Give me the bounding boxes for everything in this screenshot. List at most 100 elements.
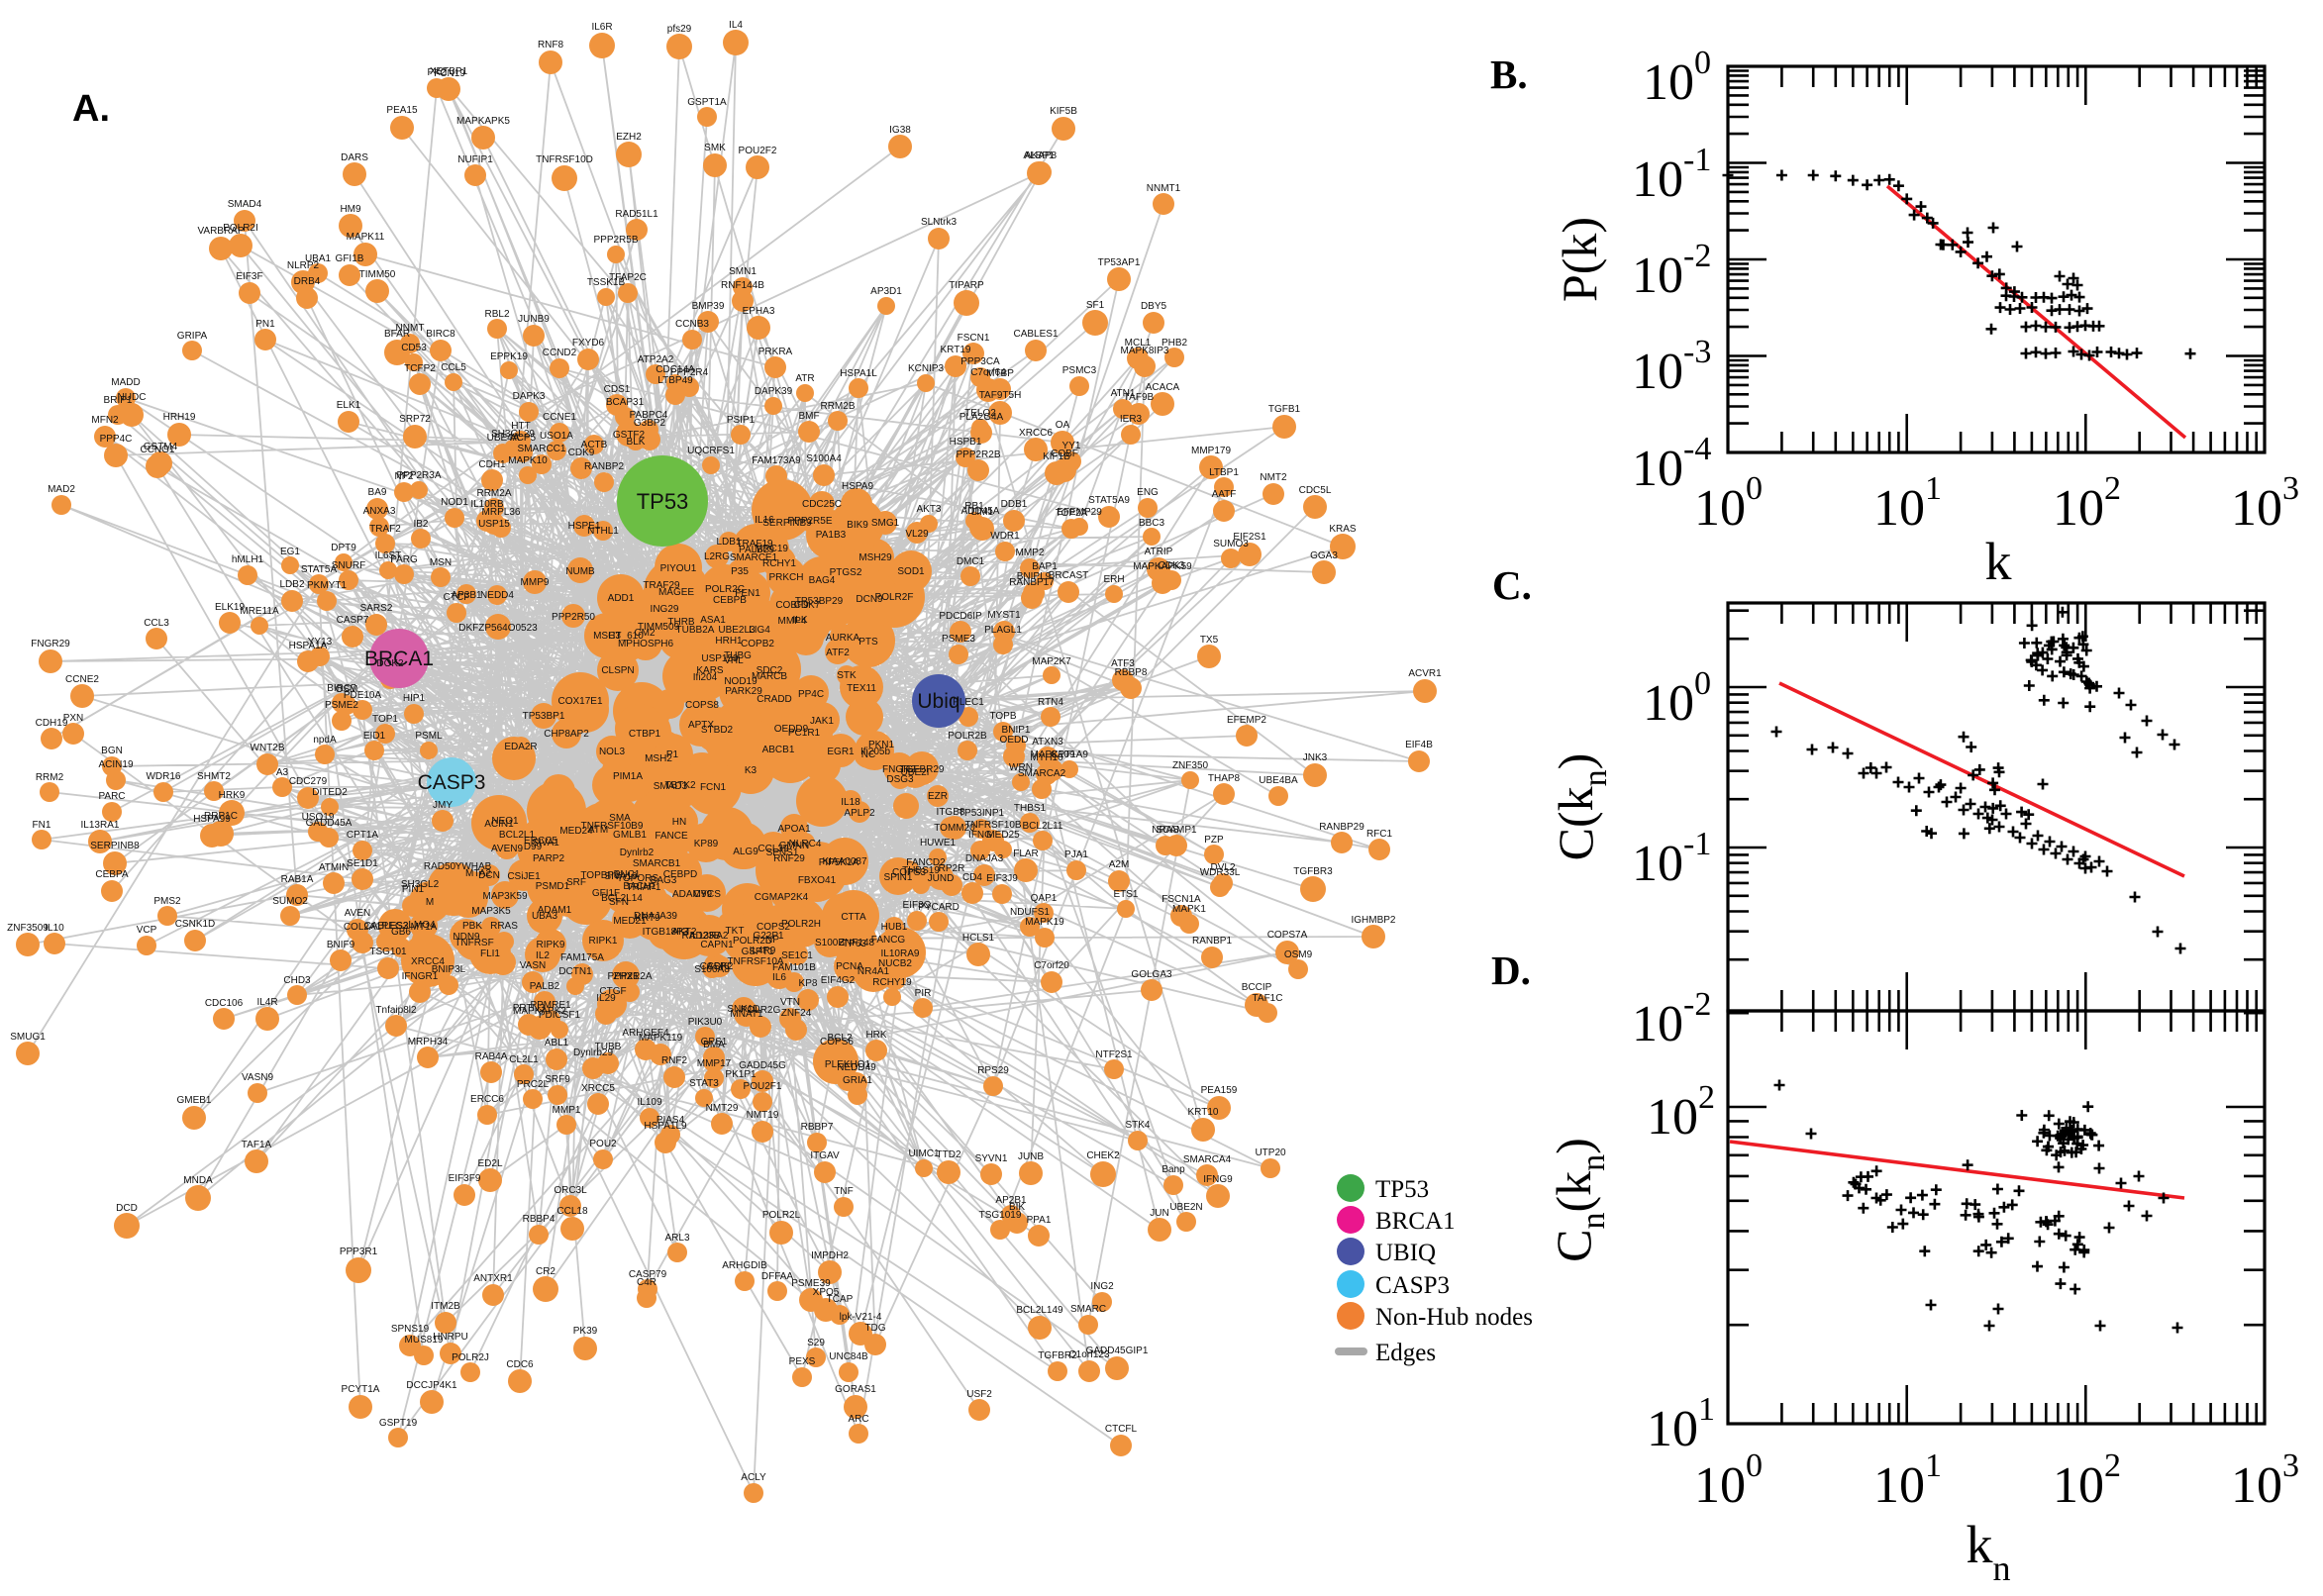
svg-text:EZR: EZR (928, 791, 948, 802)
svg-text:TGFB1: TGFB1 (1268, 404, 1301, 415)
svg-text:APTX: APTX (688, 720, 714, 731)
svg-text:COBF: COBF (1051, 449, 1078, 459)
svg-text:PTS: PTS (858, 637, 878, 648)
svg-text:ENG: ENG (1137, 487, 1159, 498)
svg-text:AURKA: AURKA (826, 633, 860, 644)
svg-text:Banp: Banp (1162, 1164, 1185, 1175)
svg-text:CRADD: CRADD (757, 694, 792, 705)
svg-text:SPIN1: SPIN1 (884, 872, 913, 883)
svg-text:STAT5A: STAT5A (301, 564, 338, 575)
svg-text:P1: P1 (666, 749, 679, 760)
svg-text:PIR: PIR (915, 988, 932, 999)
svg-text:RBBP7: RBBP7 (801, 1122, 834, 1133)
svg-text:RPS29: RPS29 (977, 1065, 1009, 1076)
svg-text:CHD3: CHD3 (283, 975, 311, 986)
svg-text:MAPKAPK5: MAPKAPK5 (456, 116, 510, 127)
svg-text:CLSPN: CLSPN (601, 665, 634, 676)
svg-text:POLR2G: POLR2G (741, 1005, 781, 1016)
svg-text:VCP: VCP (137, 925, 157, 936)
svg-text:GRIPA: GRIPA (177, 331, 208, 342)
svg-text:KIAA0087: KIAA0087 (822, 856, 866, 867)
svg-text:ACLY: ACLY (741, 1472, 766, 1483)
svg-text:MTBP: MTBP (986, 368, 1014, 379)
svg-text:RP2R: RP2R (939, 863, 965, 874)
svg-text:HSPE1: HSPE1 (568, 521, 601, 532)
svg-text:FCN19: FCN19 (434, 68, 465, 79)
svg-text:RFC1: RFC1 (1366, 829, 1393, 840)
svg-text:IL10RA9: IL10RA9 (881, 948, 920, 959)
svg-text:JNK3: JNK3 (1303, 752, 1328, 763)
svg-text:Tnfaip8l2: Tnfaip8l2 (375, 1005, 417, 1016)
svg-text:CCNB3: CCNB3 (675, 319, 709, 330)
svg-text:GSTF2: GSTF2 (613, 430, 646, 441)
svg-text:CDK3: CDK3 (1159, 560, 1185, 571)
svg-text:PARG: PARG (390, 554, 418, 565)
svg-text:NMT19: NMT19 (747, 1110, 779, 1121)
svg-text:CTCFL: CTCFL (1105, 1424, 1138, 1435)
svg-text:VASN: VASN (520, 960, 547, 971)
svg-text:FAM173A9: FAM173A9 (752, 455, 801, 466)
svg-text:MT1A: MT1A (411, 922, 438, 933)
svg-text:MMP9: MMP9 (521, 577, 550, 588)
svg-text:TIMM50: TIMM50 (359, 269, 396, 280)
svg-text:PPP2R5E: PPP2R5E (787, 516, 832, 527)
svg-text:EIF3J9: EIF3J9 (986, 873, 1018, 884)
svg-text:TOPBP1: TOPBP1 (580, 870, 620, 881)
svg-text:NRAS: NRAS (1152, 825, 1179, 836)
svg-text:PPP2R3A: PPP2R3A (396, 470, 441, 481)
svg-text:MMP179: MMP179 (1191, 446, 1231, 456)
svg-text:102: 102 (2053, 1447, 2121, 1514)
svg-text:NLRC4: NLRC4 (789, 839, 822, 849)
svg-text:PRKRA: PRKRA (758, 347, 793, 357)
svg-text:NDUFS1: NDUFS1 (1010, 907, 1050, 918)
svg-text:BMP39: BMP39 (692, 301, 725, 312)
svg-text:COX17E1: COX17E1 (557, 696, 602, 707)
svg-text:FXYD6: FXYD6 (572, 338, 605, 349)
svg-text:THBS1: THBS1 (1014, 803, 1047, 814)
svg-text:ARHGDIB: ARHGDIB (722, 1260, 767, 1271)
svg-text:POLR2J: POLR2J (452, 1352, 489, 1363)
svg-text:JUNB: JUNB (1018, 1151, 1044, 1162)
svg-text:POLR2L: POLR2L (762, 1210, 801, 1221)
svg-text:ELK19: ELK19 (215, 602, 245, 613)
svg-text:ADD45A: ADD45A (961, 506, 1000, 517)
svg-text:MAD2: MAD2 (48, 484, 75, 495)
svg-text:KRAS: KRAS (1329, 524, 1357, 535)
svg-text:IMPDH2: IMPDH2 (811, 1250, 849, 1261)
svg-text:CASP3: CASP3 (1375, 1272, 1450, 1299)
svg-text:YY1: YY1 (1062, 441, 1081, 451)
svg-text:BCL2: BCL2 (827, 1033, 852, 1044)
svg-text:MAPKAPK59: MAPKAPK59 (1133, 561, 1192, 572)
svg-text:IL10: IL10 (45, 923, 64, 934)
svg-text:SDC2: SDC2 (757, 665, 783, 676)
svg-text:CR2: CR2 (536, 1266, 556, 1277)
svg-text:AKT3: AKT3 (916, 504, 941, 515)
svg-text:TAF1A: TAF1A (242, 1140, 272, 1150)
svg-text:MAPK19: MAPK19 (1025, 917, 1064, 928)
svg-text:BMF: BMF (798, 411, 819, 422)
svg-text:A2M: A2M (1109, 859, 1130, 870)
svg-text:MAPK11: MAPK11 (347, 232, 385, 243)
svg-text:BCAP31: BCAP31 (606, 397, 645, 408)
svg-text:TP53: TP53 (1375, 1176, 1429, 1203)
svg-text:TOP2A: TOP2A (1056, 508, 1088, 519)
svg-text:USO1A: USO1A (540, 431, 573, 442)
svg-text:PSME3: PSME3 (942, 634, 975, 645)
svg-text:ANTXR1: ANTXR1 (473, 1273, 513, 1284)
svg-text:DFFAA: DFFAA (761, 1271, 794, 1282)
svg-text:PPA1: PPA1 (1027, 1215, 1052, 1226)
svg-text:KRT10: KRT10 (1188, 1107, 1219, 1118)
svg-text:M: M (426, 897, 434, 908)
svg-text:MYH10: MYH10 (1030, 752, 1063, 763)
svg-text:Edges: Edges (1375, 1340, 1436, 1366)
svg-text:MMP2: MMP2 (1016, 548, 1045, 558)
svg-text:npdA: npdA (313, 735, 337, 746)
svg-text:PKN1: PKN1 (868, 740, 895, 750)
svg-text:GADD45GIP1: GADD45GIP1 (1086, 1346, 1149, 1356)
svg-text:IL13RA1: IL13RA1 (81, 820, 120, 831)
svg-text:GSPT1A: GSPT1A (687, 97, 727, 108)
svg-text:HRH1: HRH1 (715, 636, 743, 647)
svg-text:AP3D1: AP3D1 (870, 286, 902, 297)
svg-text:CHEK2: CHEK2 (1086, 1150, 1120, 1161)
svg-text:C.: C. (1492, 562, 1532, 608)
